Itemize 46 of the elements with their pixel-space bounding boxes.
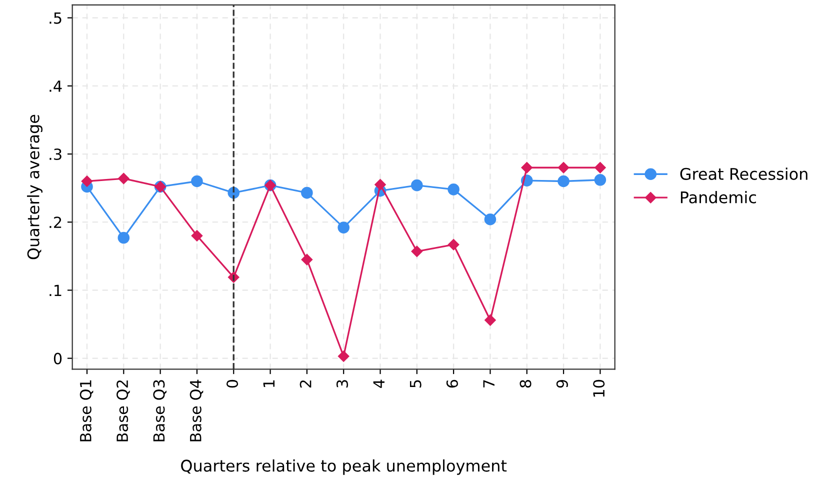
point — [411, 246, 423, 257]
point — [118, 172, 130, 184]
y-tick-label: .5 — [50, 12, 62, 24]
x-axis-title: Quarters relative to peak unemployment — [181, 459, 507, 475]
x-tick-label: 1 — [263, 380, 274, 387]
x-tick-label: 3 — [336, 380, 348, 388]
x-tick-label: 5 — [410, 380, 422, 388]
x-tick-label: Base Q3 — [153, 380, 166, 442]
y-tick-label: .2 — [50, 216, 62, 228]
x-tick-label: Base Q1 — [80, 380, 94, 442]
y-tick-label: .3 — [50, 148, 62, 160]
x-tick-label: 2 — [300, 380, 312, 388]
point — [338, 350, 350, 362]
point — [191, 230, 203, 242]
x-tick-label: Base Q4 — [190, 380, 204, 442]
point — [558, 162, 570, 174]
point — [301, 186, 313, 199]
point — [338, 222, 350, 234]
y-tick-label: .4 — [50, 80, 62, 92]
x-tick-label: 7 — [483, 380, 494, 388]
point — [484, 314, 496, 326]
point — [521, 162, 532, 174]
point — [191, 175, 203, 188]
point — [301, 254, 313, 266]
point — [484, 213, 496, 226]
point — [594, 162, 606, 174]
y-tick-label: 0 — [54, 352, 62, 364]
x-tick-label: 8 — [520, 380, 532, 388]
y-axis-title: Quarterly average — [27, 114, 42, 260]
point — [81, 176, 93, 187]
point — [448, 184, 460, 196]
point — [411, 179, 423, 192]
x-tick-label: 9 — [556, 380, 568, 388]
x-tick-label: 10 — [593, 380, 605, 397]
legend-label: Great Recession — [680, 168, 808, 180]
point — [558, 175, 570, 188]
x-tick-label: 4 — [373, 380, 384, 388]
point — [448, 238, 460, 250]
point — [118, 232, 130, 244]
point — [374, 179, 386, 190]
point — [594, 174, 606, 186]
x-tick-label: Base Q2 — [116, 380, 130, 442]
x-tick-label: 0 — [226, 380, 238, 388]
x-tick-label: 6 — [446, 380, 458, 388]
legend-label: Pandemic — [680, 191, 756, 204]
y-tick-label: .1 — [50, 284, 62, 296]
